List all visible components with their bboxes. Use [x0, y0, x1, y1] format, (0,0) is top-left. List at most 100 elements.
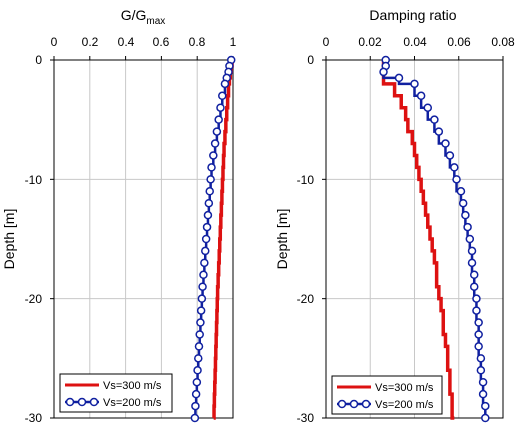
damping-ylabel: Depth [m] [274, 209, 290, 270]
damping-ytick-0: 0 [307, 53, 314, 67]
damping-legend-box [331, 375, 443, 415]
ggmax-legend-marker-200-a [65, 397, 75, 407]
ggmax-series-point-200-15 [203, 210, 213, 220]
damping-xtick-4: 0.08 [491, 35, 515, 49]
damping-legend-marker-200-b [349, 399, 359, 409]
ggmax-series-point-200-29 [192, 377, 202, 387]
damping-series-point-200-8 [434, 127, 444, 136]
ggmax-series-point-200-21 [198, 282, 207, 291]
ggmax-ytick-1: -10 [25, 173, 43, 187]
ggmax-legend-marker-200-b [77, 397, 87, 407]
damping-series-point-200-9 [441, 139, 450, 148]
damping-ytick-2: -20 [297, 292, 315, 306]
ggmax-series-point-200-14 [204, 198, 214, 208]
ggmax-series-point-200-32 [190, 413, 200, 423]
ggmax-plot-frame [53, 59, 234, 419]
ggmax-series-point-200-19 [200, 258, 209, 268]
damping-series-point-200-5 [416, 91, 426, 101]
ggmax-series-point-200-28 [193, 366, 202, 375]
damping-series-point-200-15 [461, 210, 470, 220]
damping-legend-label-300: Vs=300 m/s [375, 382, 434, 394]
damping-series-point-200-20 [469, 270, 479, 280]
ggmax-series-point-200-30 [191, 389, 201, 399]
damping-xtick-0: 0 [323, 35, 330, 49]
damping-xtick-1: 0.02 [358, 35, 382, 49]
ggmax-series-point-200-6 [216, 103, 225, 112]
ggmax-series-point-200-5 [218, 91, 227, 101]
damping-series-point-200-27 [476, 354, 486, 363]
ggmax-series-point-200-27 [194, 354, 203, 363]
ggmax-series-point-200-18 [201, 246, 210, 256]
ggmax-panel: G/Gmax 0 0.2 0.4 0.6 0.8 1 0 -10 -20 -30… [1, 7, 237, 425]
ggmax-ytick-3: -30 [25, 411, 43, 425]
damping-series-point-200-31 [481, 401, 490, 411]
damping-ytick-3: -30 [297, 411, 315, 425]
damping-xtick-3: 0.06 [447, 35, 471, 49]
ggmax-xtick-2: 0.4 [118, 35, 135, 49]
ggmax-series-point-200-31 [191, 401, 200, 411]
ggmax-legend-label-300: Vs=300 m/s [103, 380, 162, 392]
ggmax-legend: Vs=300 m/s Vs=200 m/s [59, 373, 173, 413]
damping-series-point-200-29 [478, 377, 488, 387]
ggmax-title-main: G/G [121, 7, 147, 23]
damping-series-point-200-30 [478, 389, 488, 399]
ggmax-ytick-2: -20 [25, 292, 43, 306]
damping-series-point-200-11 [450, 163, 459, 172]
ggmax-grid [50, 56, 234, 419]
damping-series-point-200-21 [469, 282, 479, 291]
ggmax-series-point-200-20 [199, 270, 208, 280]
ggmax-series-point-200-8 [212, 127, 222, 136]
ggmax-series-point-200-11 [207, 163, 216, 172]
damping-series-point-200-22 [472, 294, 481, 303]
ggmax-legend-box [59, 373, 173, 413]
damping-series-point-200-7 [430, 115, 439, 124]
damping-ytick-1: -10 [297, 173, 315, 187]
ggmax-title-subscript: max [146, 16, 165, 27]
damping-legend-marker-200-a [337, 399, 347, 409]
damping-series-point-200-12 [452, 175, 461, 184]
damping-xtick-2: 0.04 [403, 35, 427, 49]
ggmax-series-point-200-12 [206, 175, 215, 184]
ggmax-series-line-300 [212, 60, 234, 420]
damping-title: Damping ratio [369, 7, 456, 23]
ggmax-series-point-200-22 [197, 294, 207, 303]
damping-panel: Damping ratio 0 0.02 0.04 0.06 0.08 0 -1… [274, 7, 515, 425]
ggmax-xtick-0: 0 [51, 35, 58, 49]
damping-series-point-200-25 [474, 330, 483, 339]
damping-series-point-200-13 [456, 187, 466, 196]
ggmax-series-point-200-17 [201, 234, 211, 244]
damping-series-line-300 [381, 60, 455, 420]
ggmax-series-point-200-4 [220, 79, 230, 89]
damping-series-point-200-17 [465, 234, 475, 244]
damping-series-point-200-18 [467, 246, 477, 256]
ggmax-legend-marker-200-c [89, 397, 99, 407]
damping-series-point-200-6 [423, 103, 433, 112]
damping-legend: Vs=300 m/s Vs=200 m/s [331, 375, 443, 415]
damping-series-point-200-4 [410, 79, 419, 89]
ggmax-series-point-200-24 [196, 318, 205, 327]
damping-legend-marker-200-c [361, 399, 371, 409]
damping-series-point-200-23 [472, 306, 481, 315]
ggmax-xtick-5: 1 [230, 35, 237, 49]
ggmax-series-point-200-25 [195, 330, 204, 339]
damping-plot-frame [325, 59, 504, 419]
ggmax-series-point-200-13 [205, 187, 214, 196]
ggmax-series-point-200-10 [209, 151, 218, 160]
damping-series-point-200-16 [463, 222, 472, 232]
damping-series-point-200-32 [481, 413, 490, 423]
damping-series-layer [379, 55, 490, 423]
ggmax-xtick-1: 0.2 [82, 35, 99, 49]
damping-series-point-200-28 [476, 366, 486, 375]
ggmax-ytick-0: 0 [35, 53, 42, 67]
damping-series-point-200-19 [467, 258, 477, 268]
ggmax-series-point-200-9 [210, 139, 220, 148]
damping-series-point-200-2 [379, 67, 388, 77]
ggmax-title: G/Gmax [121, 7, 166, 27]
damping-series-point-200-14 [458, 198, 468, 208]
ggmax-series-point-200-23 [196, 306, 206, 315]
ggmax-xtick-3: 0.6 [153, 35, 170, 49]
ggmax-series-point-200-16 [202, 222, 212, 232]
damping-series-point-200-3 [394, 73, 404, 83]
ggmax-legend-label-200: Vs=200 m/s [103, 397, 162, 409]
